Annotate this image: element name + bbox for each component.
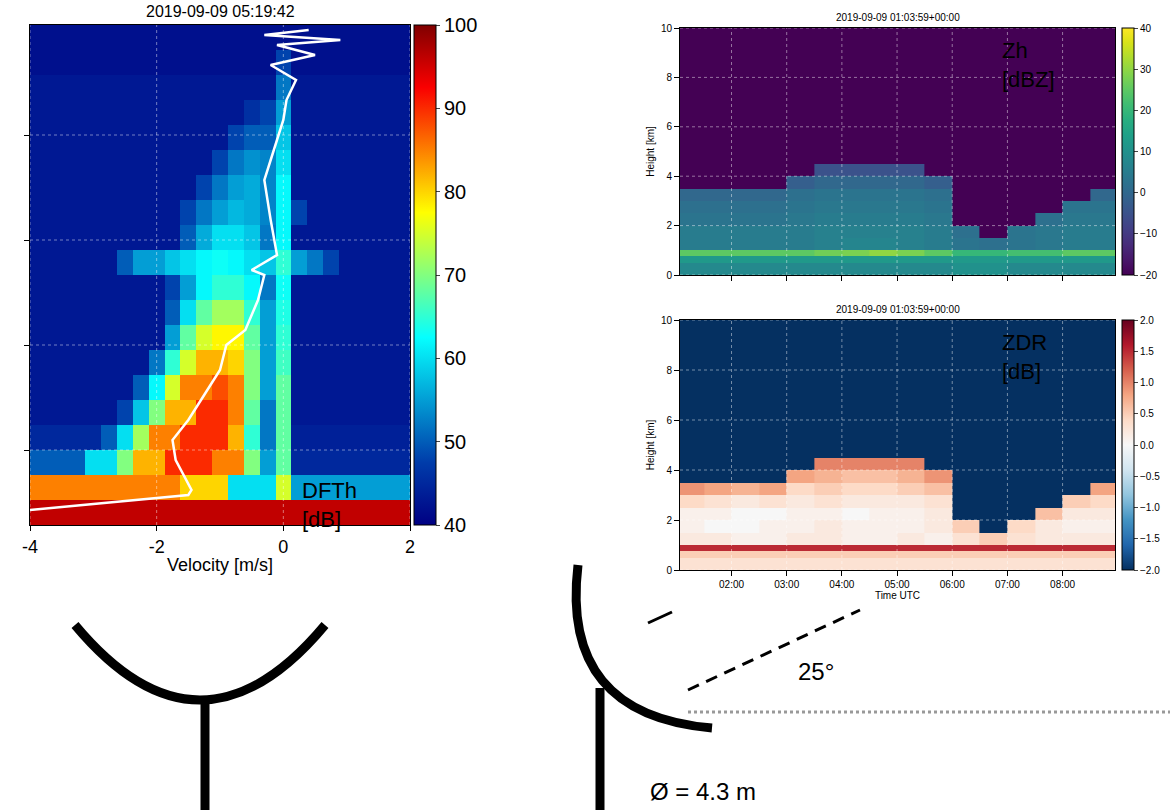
- svg-text:−1.5: −1.5: [1140, 533, 1160, 544]
- svg-text:−1.0: −1.0: [1140, 502, 1160, 513]
- svg-text:0: 0: [666, 565, 672, 576]
- svg-text:40: 40: [1140, 23, 1152, 34]
- svg-text:Ø = 4.3 m: Ø = 4.3 m: [650, 778, 756, 805]
- svg-text:0: 0: [666, 270, 672, 281]
- svg-text:2: 2: [405, 537, 415, 557]
- svg-text:03:00: 03:00: [774, 579, 799, 590]
- svg-text:10: 10: [661, 315, 673, 326]
- svg-text:0.5: 0.5: [1140, 408, 1154, 419]
- svg-text:Height [km]: Height [km]: [645, 419, 656, 470]
- svg-text:60: 60: [444, 347, 466, 369]
- svg-text:Height [km]: Height [km]: [645, 126, 656, 177]
- svg-text:2019-09-09 01:03:59+00:00: 2019-09-09 01:03:59+00:00: [836, 12, 960, 23]
- svg-text:05:00: 05:00: [885, 579, 910, 590]
- svg-text:ZDR[dB]: ZDR[dB]: [1002, 330, 1047, 384]
- svg-text:−10: −10: [1140, 228, 1157, 239]
- svg-text:−20: −20: [1140, 270, 1157, 281]
- svg-text:4: 4: [666, 171, 672, 182]
- svg-text:50: 50: [444, 431, 466, 453]
- svg-text:20: 20: [1140, 105, 1152, 116]
- svg-text:6: 6: [666, 415, 672, 426]
- svg-text:−0.5: −0.5: [1140, 471, 1160, 482]
- svg-text:10: 10: [1140, 146, 1152, 157]
- svg-text:1.0: 1.0: [1140, 377, 1154, 388]
- svg-text:10: 10: [661, 23, 673, 34]
- svg-text:Velocity [m/s]: Velocity [m/s]: [167, 555, 273, 575]
- svg-text:100: 100: [444, 14, 477, 36]
- svg-text:4: 4: [666, 465, 672, 476]
- svg-text:2.0: 2.0: [1140, 315, 1154, 326]
- svg-text:6: 6: [666, 121, 672, 132]
- svg-text:02:00: 02:00: [719, 579, 744, 590]
- svg-text:30: 30: [1140, 64, 1152, 75]
- svg-text:80: 80: [444, 181, 466, 203]
- svg-text:2019-09-09 01:03:59+00:00: 2019-09-09 01:03:59+00:00: [836, 304, 960, 315]
- svg-text:90: 90: [444, 97, 466, 119]
- svg-text:25°: 25°: [798, 658, 834, 685]
- svg-text:0: 0: [1140, 187, 1146, 198]
- svg-text:06:00: 06:00: [940, 579, 965, 590]
- svg-text:Zh[dBZ]: Zh[dBZ]: [1002, 38, 1055, 92]
- svg-text:1.5: 1.5: [1140, 346, 1154, 357]
- svg-text:2019-09-09 05:19:42: 2019-09-09 05:19:42: [146, 3, 295, 20]
- svg-text:40: 40: [444, 514, 466, 536]
- svg-text:07:00: 07:00: [995, 579, 1020, 590]
- svg-text:0.0: 0.0: [1140, 440, 1154, 451]
- svg-text:2: 2: [666, 515, 672, 526]
- svg-text:0: 0: [278, 537, 288, 557]
- svg-text:DFTh[dB]: DFTh[dB]: [302, 478, 357, 532]
- svg-text:70: 70: [444, 264, 466, 286]
- svg-text:08:00: 08:00: [1050, 579, 1075, 590]
- svg-text:−2.0: −2.0: [1140, 565, 1160, 576]
- svg-text:8: 8: [666, 72, 672, 83]
- svg-text:8: 8: [666, 365, 672, 376]
- svg-text:-4: -4: [22, 537, 38, 557]
- svg-text:Time UTC: Time UTC: [875, 590, 920, 601]
- svg-text:04:00: 04:00: [829, 579, 854, 590]
- svg-text:-2: -2: [149, 537, 165, 557]
- svg-text:2: 2: [666, 220, 672, 231]
